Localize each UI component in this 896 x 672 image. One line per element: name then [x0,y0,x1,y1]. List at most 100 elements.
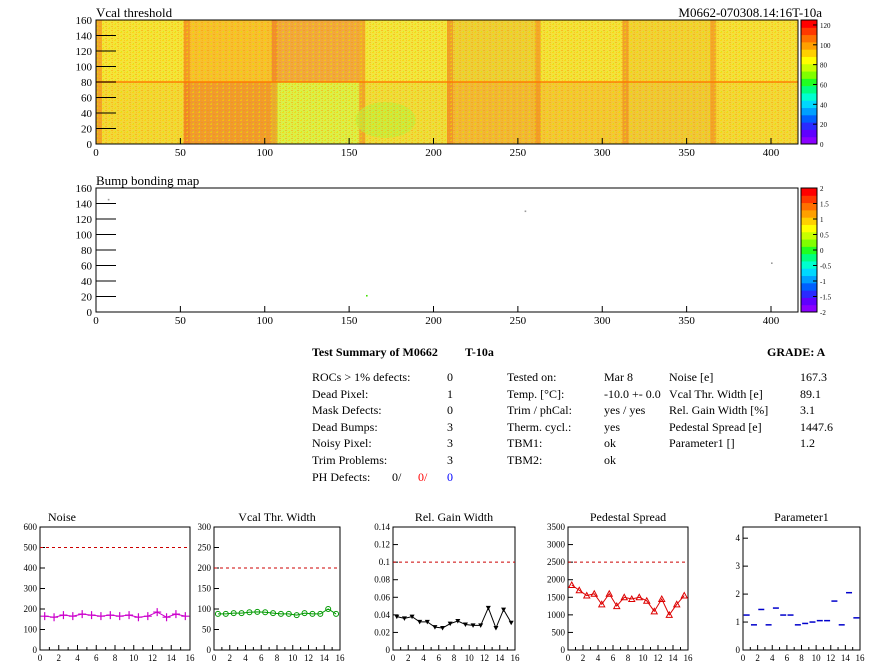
color-scale-band [801,20,817,28]
plot-x-label: 0 [38,653,43,663]
plot-x-label: 8 [452,653,457,663]
color-scale-band [801,297,817,306]
plot-y-label: 600 [24,522,38,532]
plot-x-label: 14 [320,653,330,663]
plot-point [575,586,584,594]
summary-row-value: 0 [447,403,453,417]
bump-bonding-map: Bump bonding map 0 50 100 150 200 250 300 350 40… [76,173,832,327]
plot-point [605,589,614,597]
summary-row-value: 3 [447,452,453,467]
color-scale-band [801,107,817,116]
x-tick-label: 100 [257,147,274,159]
plot-x-label: 12 [654,653,663,663]
plot-point [143,612,152,621]
summary-row-value: ok [604,436,616,450]
x-tick-label: 100 [257,315,274,327]
plot-series-line [571,584,685,616]
x-tick-label: 350 [678,315,695,327]
plot-y-label: 400 [24,563,38,573]
summary-row-label: Parameter1 [] [669,436,735,450]
color-scale-label: 0 [820,141,824,149]
plot-x-label: 2 [228,653,233,663]
x-tick-label: 250 [510,147,527,159]
color-scale-band [801,239,817,247]
plot-x-label: 4 [770,653,775,663]
plot-point [485,605,491,611]
plot-point [470,623,476,628]
plot-y-label: 0 [386,645,391,655]
plot-point [650,607,659,615]
plot-y-label: 0.08 [374,575,390,585]
plot-point [262,609,269,616]
plot-y-label: 0.02 [374,627,390,637]
module-id-label: M0662-070308.14:16T-10a [678,5,822,20]
grade-label: GRADE: A [767,345,826,359]
summary-plot-noise: Noise 0 100 200 300 400 500 600 0 2 4 6 8 10 12 14 16 [24,510,196,663]
plot-x-label: 4 [243,653,248,663]
plot-y-label: 0.06 [374,592,390,602]
summary-row-label: TBM2: [507,452,543,467]
x-tick-label: 350 [678,147,695,159]
plot-point [96,612,105,621]
plot-frame [213,526,341,651]
y-tick-label: 140 [76,199,93,211]
summary-heading: Test Summary of M0662 [312,345,438,359]
plot-y-label: 150 [198,584,212,594]
plot-point [171,610,180,619]
color-scale-band [801,27,817,36]
plot-point [597,600,606,608]
summary-row-label: Noisy Pixel: [312,436,372,450]
plot-frame [392,526,516,651]
plot-x-label: 14 [841,653,851,663]
plot-title: Rel. Gain Width [415,510,493,524]
plot-point [501,607,507,613]
x-tick-label: 300 [594,147,611,159]
plot-x-label: 10 [812,653,822,663]
plot-x-label: 0 [566,653,571,663]
summary-row-label: Mask Defects: [312,403,382,417]
plot-y-label: 0 [561,645,566,655]
plot-point [325,606,332,612]
plot-y-label: 300 [24,584,38,594]
plot-point [115,612,124,621]
plot-series-line [44,611,186,618]
plot-x-label: 10 [288,653,298,663]
bump-defect-point [771,262,773,264]
plot-point [68,612,77,621]
color-scale-label: 60 [820,81,828,89]
plot-point [285,610,292,617]
plot-y-label: 0.12 [374,540,390,550]
vcal-map-color-scale: 0 20 40 60 80 100 120 [800,19,831,149]
plot-y-label: 0 [33,645,38,655]
plot-x-label: 16 [186,653,196,663]
plot-x-label: 12 [304,653,313,663]
summary-row-label: Dead Pixel: [312,386,369,401]
color-scale-band [801,231,817,240]
plot-point [162,613,171,622]
x-tick-label: 200 [425,315,442,327]
plot-y-label: 2 [736,589,741,599]
y-tick-label: 40 [81,276,93,288]
x-tick-label: 250 [510,315,527,327]
summary-row-label: ROCs > 1% defects: [312,370,411,384]
plot-point [455,619,461,624]
plot-point [401,616,407,621]
plot-x-label: 16 [856,653,866,663]
plot-x-label: 10 [129,653,139,663]
plot-point [612,602,621,610]
summary-row-value: 3 [447,419,453,434]
plot-point [333,610,340,617]
summary-row-value: 3.1 [800,403,815,417]
color-scale-band [801,217,817,225]
x-tick-label: 50 [175,147,187,159]
ph-defects-value-1: 0/ [392,470,402,484]
plot-point [301,610,308,617]
y-tick-label: 20 [81,124,93,136]
summary-plot-pedestal-spread: Pedestal Spread 0 500 1000 1500 2000 2500 3000 3… [547,510,693,663]
plot-y-label: 3500 [547,522,566,532]
vcal-threshold-map: Vcal threshold M0662-070308.14:16T-10a 0… [76,5,832,159]
plot-frame [742,526,861,651]
summary-row-label: Pedestal Spread [e] [669,419,762,434]
